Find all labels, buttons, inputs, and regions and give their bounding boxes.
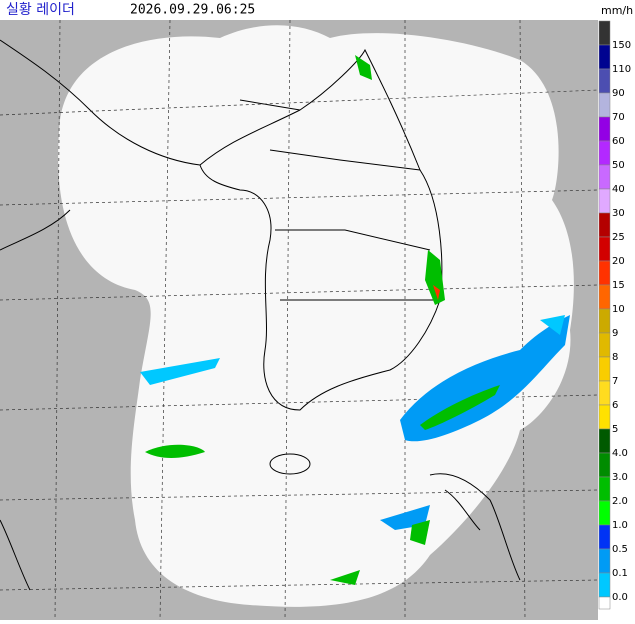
legend-label: 20 (612, 256, 625, 267)
legend-swatch (598, 212, 611, 238)
legend-swatch (598, 500, 611, 526)
map (0, 19, 599, 621)
legend-swatch (598, 572, 611, 598)
legend-label: 10 (612, 304, 625, 315)
legend-label: 25 (612, 232, 625, 243)
legend-label: 0.1 (612, 568, 628, 579)
legend-swatch (598, 548, 611, 574)
grid (0, 19, 599, 621)
timestamp: 2026.09.29.06:25 (130, 3, 255, 18)
legend-swatch (598, 44, 611, 70)
coastlines (0, 39, 521, 591)
legend-swatch (598, 260, 611, 286)
legend-swatch (598, 92, 611, 118)
legend-swatch (598, 116, 611, 142)
legend-label: 0.5 (612, 544, 628, 555)
legend-label: 90 (612, 88, 625, 99)
legend-label: 70 (612, 112, 625, 123)
legend-swatch (598, 356, 611, 382)
legend-swatch (598, 20, 611, 46)
legend-label: 15 (612, 280, 625, 291)
legend-label: 5 (612, 424, 618, 435)
precipitation (140, 55, 570, 585)
legend-label: 2.0 (612, 496, 628, 507)
top-bar (0, 0, 635, 20)
legend-label: 8 (612, 352, 618, 363)
legend-label: 60 (612, 136, 625, 147)
legend-swatch (598, 308, 611, 334)
radar-coverage (58, 25, 574, 607)
legend-label: 6 (612, 400, 618, 411)
legend-swatch (598, 236, 611, 262)
legend-swatch (598, 284, 611, 310)
legend-swatch (598, 524, 611, 550)
unit: mm/h (601, 4, 633, 17)
legend-swatch (598, 404, 611, 430)
legend-swatch (598, 476, 611, 502)
legend-swatch (598, 380, 611, 406)
legend-swatch (598, 596, 611, 610)
legend-swatch (598, 452, 611, 478)
legend-swatch (598, 164, 611, 190)
legend-label: 4.0 (612, 448, 628, 459)
legend-label: 0.0 (612, 592, 628, 603)
legend-label: 150 (612, 40, 631, 51)
legend-swatch (598, 68, 611, 94)
legend-swatch (598, 140, 611, 166)
legend-label: 40 (612, 184, 625, 195)
title: 실황 레이더 (6, 2, 75, 18)
legend-label: 50 (612, 160, 625, 171)
legend-label: 9 (612, 328, 618, 339)
legend-label: 110 (612, 64, 631, 75)
legend-swatch (598, 188, 611, 214)
legend-label: 3.0 (612, 472, 628, 483)
legend-label: 1.0 (612, 520, 628, 531)
legend: 150 110 90 70 60 50 40 30 25 20 15 10 9 8 7 6 5 4.0 3.0 2.0… (598, 20, 631, 610)
legend-swatch (598, 332, 611, 358)
legend-label: 7 (612, 376, 618, 387)
legend-swatch (598, 428, 611, 454)
legend-label: 30 (612, 208, 625, 219)
